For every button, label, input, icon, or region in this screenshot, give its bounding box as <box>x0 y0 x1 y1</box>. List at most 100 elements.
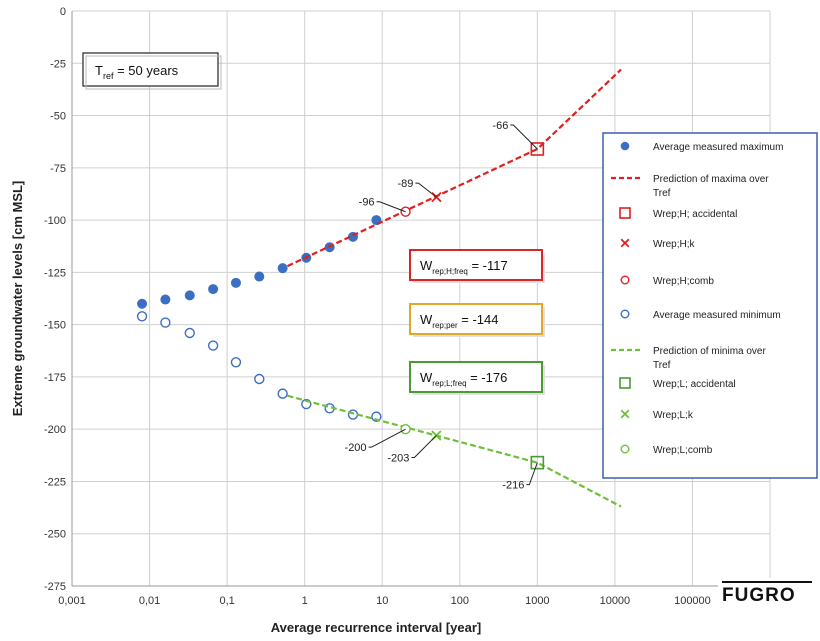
annotation-label: -216 <box>502 480 524 492</box>
y-tick-label: -75 <box>50 163 66 175</box>
summary-box-text: Wrep;per = -144 <box>420 312 498 330</box>
tref-box: Tref = 50 years <box>82 52 222 90</box>
tref-box-frame <box>82 52 219 87</box>
legend-label: Wrep;L;comb <box>653 445 713 456</box>
legend-item: Average measured maximum <box>620 141 783 153</box>
legend-label: Wrep;L;k <box>653 410 694 421</box>
y-tick-label: -100 <box>44 215 66 227</box>
annotation-leader <box>415 182 437 198</box>
y-tick-label: -175 <box>44 372 66 384</box>
data-point <box>530 142 545 156</box>
legend-swatch <box>620 409 630 419</box>
data-point <box>254 373 265 385</box>
data-point <box>277 388 288 399</box>
legend: Average measured maximum Prediction of ma… <box>602 132 818 479</box>
annotation-leader <box>510 124 538 150</box>
legend-label: Prediction of minima over <box>653 346 766 357</box>
legend-swatch <box>620 309 630 319</box>
summary-box-text: Wrep;L;freq = -176 <box>420 370 507 388</box>
data-point <box>160 317 171 328</box>
info-boxes: Tref = 50 years Wrep;H;freq = -117 Wrep;pe… <box>82 52 545 395</box>
data-point <box>184 327 195 339</box>
legend-label: Wrep;H;k <box>653 239 695 250</box>
x-tick-label: 100 <box>451 595 469 607</box>
data-point <box>136 311 148 322</box>
legend-label: Wrep;H; accidental <box>653 209 737 220</box>
data-point <box>254 271 265 282</box>
series-average-measured-minimum <box>136 311 382 422</box>
series-wrep-l-accidental <box>530 455 545 470</box>
x-tick-label: 10000 <box>600 595 631 607</box>
logo: FUGRO <box>718 578 816 608</box>
legend-swatch-stroke <box>620 409 630 419</box>
legend-swatch <box>620 141 630 151</box>
legend-item: Prediction of maxima over Tref <box>611 174 769 199</box>
series-layer <box>136 68 622 508</box>
logo-text: FUGRO <box>722 585 796 606</box>
legend-label: Average measured maximum <box>653 142 783 153</box>
data-point <box>207 340 219 351</box>
y-axis-title: Extreme groundwater levels [cm MSL] <box>10 181 25 417</box>
legend-label: Wrep;L; accidental <box>653 379 736 390</box>
y-tick-label: -225 <box>44 476 66 488</box>
legend-swatch-stroke <box>620 238 630 248</box>
legend-label: Prediction of maxima over <box>653 174 769 185</box>
legend-item: Wrep;H; accidental <box>619 207 737 220</box>
y-tick-label: 0 <box>60 6 66 18</box>
legend-item: Average measured minimum <box>620 309 781 321</box>
data-point <box>230 277 241 288</box>
annotation-leader <box>376 201 406 213</box>
annotation-label: -96 <box>359 197 375 209</box>
annotation-label: -203 <box>387 452 409 464</box>
annotation-label: -89 <box>398 178 414 190</box>
series-prediction-of-minima-over-tref <box>287 394 622 508</box>
annotation-leader <box>368 428 406 448</box>
legend-item: Wrep;L; accidental <box>619 377 736 390</box>
legend-swatch <box>619 207 631 219</box>
data-point <box>530 455 545 470</box>
data-point <box>230 357 242 368</box>
annotations: -66 -89 -96 -200 -203 -216 <box>345 120 538 492</box>
y-tick-label: -200 <box>44 424 66 436</box>
series-wrep-h-accidental <box>530 142 545 156</box>
summary-box-frame <box>409 361 543 393</box>
y-tick-label: -50 <box>50 111 66 123</box>
tref-box-shadow <box>85 55 222 90</box>
legend-frame <box>602 132 818 479</box>
legend-item: Wrep;H;comb <box>620 275 714 287</box>
fugro-logo: FUGRO <box>718 578 816 608</box>
x-tick-label: 10 <box>376 595 388 607</box>
legend-label: Tref <box>653 188 671 199</box>
summary-box: Wrep;per = -144 <box>409 303 545 337</box>
summary-box-text: Wrep;H;freq = -117 <box>420 258 508 276</box>
y-tick-label: -275 <box>44 581 66 593</box>
series-average-measured-maximum <box>137 215 382 309</box>
summary-box-frame <box>409 303 543 335</box>
legend-label: Wrep;H;comb <box>653 276 714 287</box>
x-axis-title: Average recurrence interval [year] <box>271 620 482 635</box>
x-tick-label: 0,01 <box>139 595 160 607</box>
legend-item: Wrep;H;k <box>620 238 695 250</box>
summary-box: Wrep;L;freq = -176 <box>409 361 545 395</box>
y-tick-label: -150 <box>44 320 66 332</box>
x-tick-label: 0,1 <box>219 595 234 607</box>
summary-box: Wrep;H;freq = -117 <box>409 249 545 283</box>
legend-label: Tref <box>653 360 671 371</box>
x-tick-label: 1000 <box>525 595 549 607</box>
x-tick-label: 1 <box>302 595 308 607</box>
data-point <box>160 294 171 305</box>
data-point <box>208 284 219 295</box>
tref-box-text: Tref = 50 years <box>95 63 179 81</box>
annotation-leader <box>526 462 538 486</box>
annotation-label: -66 <box>492 120 508 132</box>
x-tick-label: 0,001 <box>58 595 86 607</box>
legend-swatch <box>620 238 630 248</box>
data-point <box>277 263 288 274</box>
x-tick-label: 100000 <box>674 595 711 607</box>
axes: 0 -25 -50 -75 -100 -125 -150 -175 -200 -225 -250 -2… <box>10 6 791 635</box>
y-tick-label: -25 <box>50 58 66 70</box>
data-point <box>137 298 148 309</box>
legend-swatch <box>620 444 630 454</box>
legend-swatch <box>619 377 631 389</box>
